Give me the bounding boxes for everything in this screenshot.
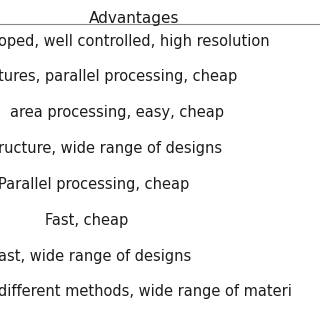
Text: tures, parallel processing, cheap: tures, parallel processing, cheap	[0, 69, 238, 84]
Text: Fast, cheap: Fast, cheap	[45, 213, 128, 228]
Text: Parallel processing, cheap: Parallel processing, cheap	[0, 177, 190, 192]
Text: ast, wide range of designs: ast, wide range of designs	[0, 249, 192, 264]
Text: different methods, wide range of materi: different methods, wide range of materi	[0, 284, 292, 300]
Text: ructure, wide range of designs: ructure, wide range of designs	[0, 141, 222, 156]
Text: area processing, easy, cheap: area processing, easy, cheap	[10, 105, 224, 120]
Text: Advantages: Advantages	[89, 11, 180, 26]
Text: oped, well controlled, high resolution: oped, well controlled, high resolution	[0, 34, 270, 49]
